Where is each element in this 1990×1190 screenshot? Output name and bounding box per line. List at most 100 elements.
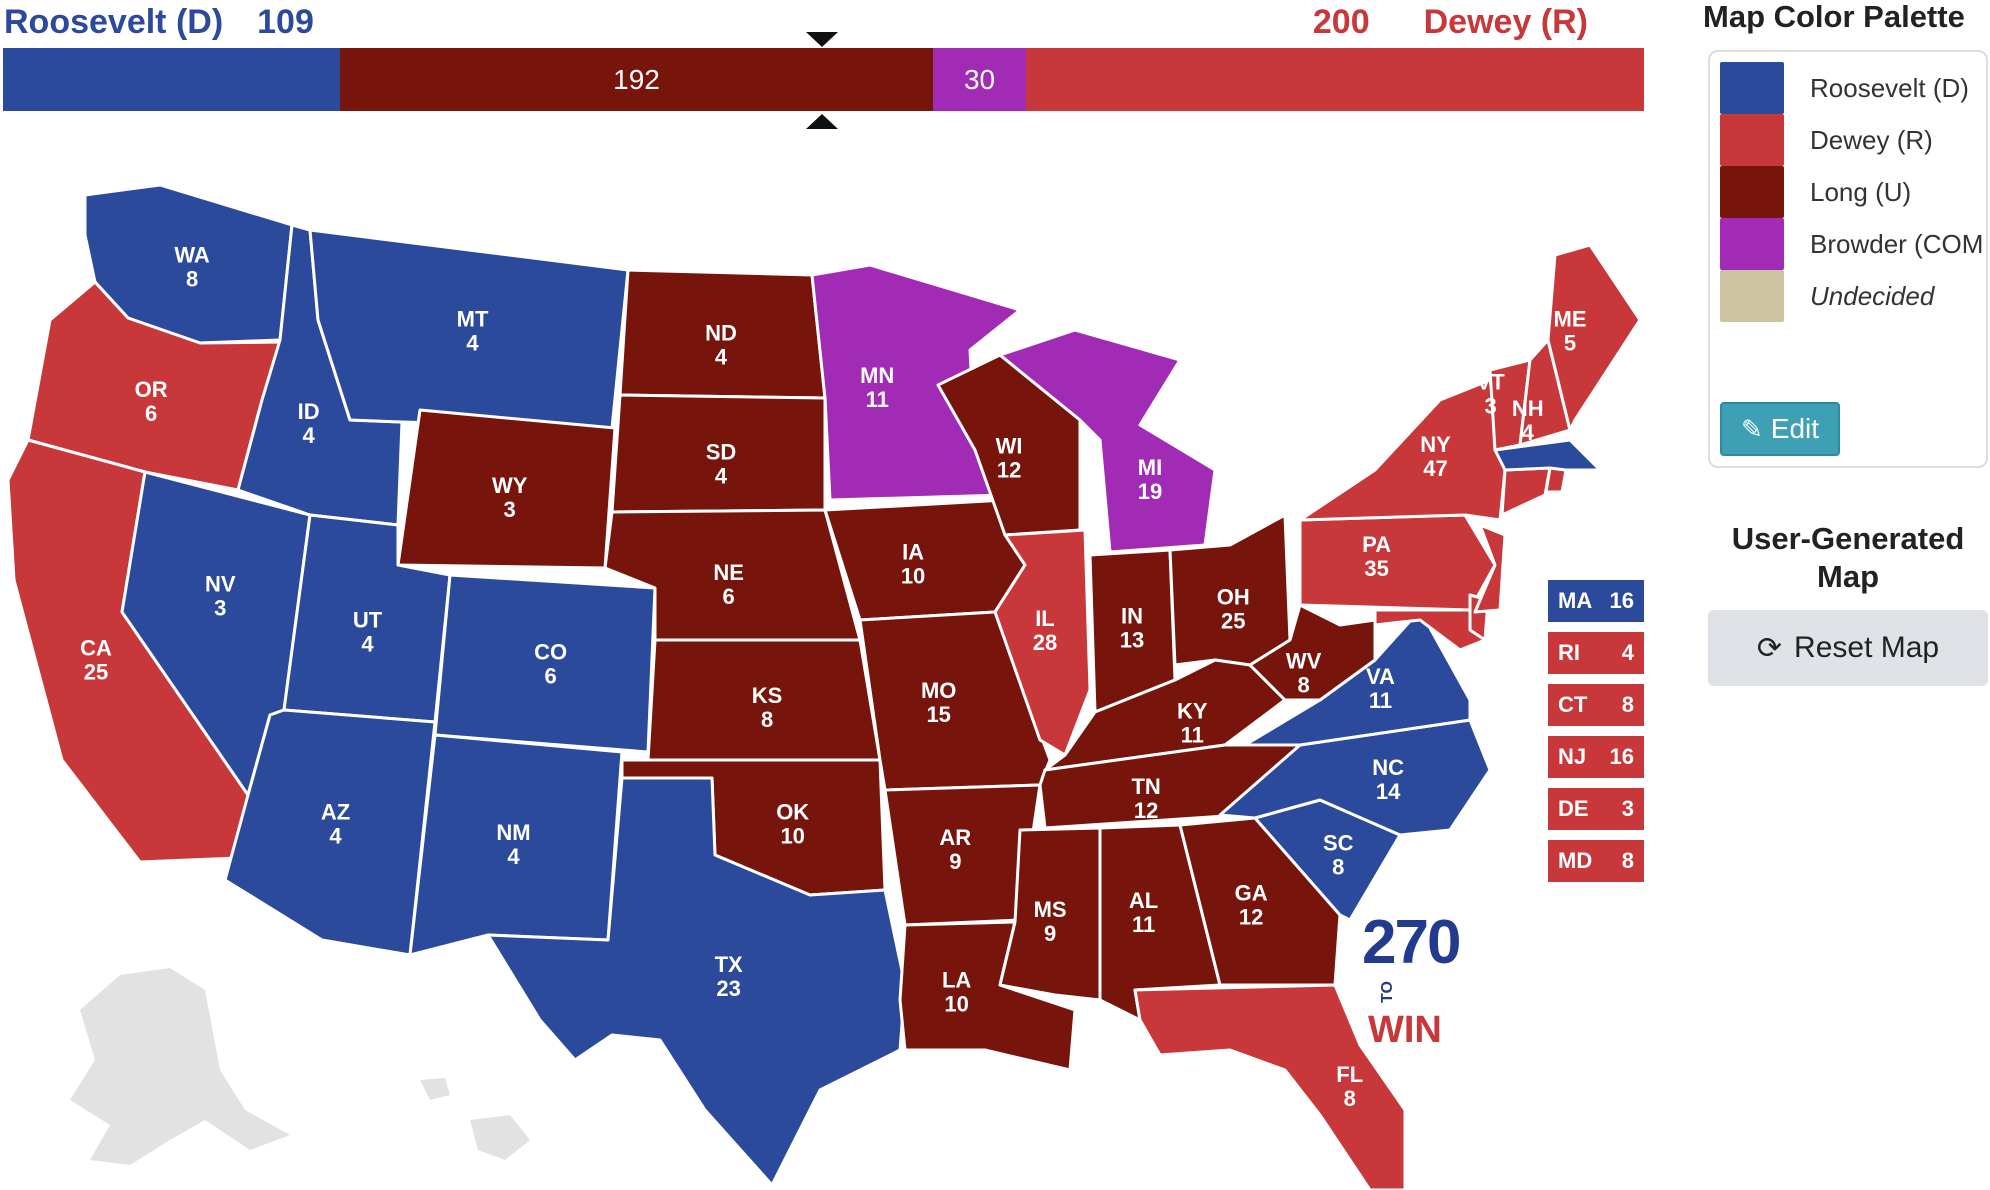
state-ev-nv: 3 [214,596,226,621]
edit-button[interactable]: ✎ Edit [1720,402,1840,456]
state-label-co: CO [534,640,567,665]
state-ev-or: 6 [145,401,157,426]
small-state-ev: 16 [1609,588,1634,613]
palette-item-undecided[interactable]: Undecided [1720,270,1934,322]
state-ev-id: 4 [302,423,315,448]
state-me[interactable] [1546,243,1642,432]
state-ev-mo: 15 [926,702,950,727]
palette-box: Roosevelt (D) Dewey (R) Long (U) Browder… [1708,50,1988,468]
palette-item-dewey[interactable]: Dewey (R) [1720,114,1933,166]
small-state-ev: 8 [1621,848,1634,873]
reset-map-button[interactable]: ⟳ Reset Map [1708,610,1988,686]
left-candidate-name: Roosevelt (D) [4,3,224,41]
small-state-abbr: CT [1558,692,1588,717]
state-label-mo: MO [921,678,956,703]
state-tx[interactable] [486,776,907,1187]
state-nj[interactable] [1473,523,1507,614]
state-il[interactable] [993,528,1092,757]
state-label-mn: MN [860,363,894,388]
palette-label-dewey: Dewey (R) [1810,124,1933,155]
state-ev-la: 10 [944,991,968,1016]
state-label-ga: GA [1235,880,1268,905]
state-label-sd: SD [706,440,737,465]
palette-swatch-roosevelt [1720,62,1784,114]
user-map-title-line2: Map [1817,559,1879,594]
small-state-ev: 8 [1621,692,1634,717]
state-ev-ms: 9 [1044,921,1056,946]
electoral-vote-bar: 192 30 [3,48,1644,111]
270towin-logo: 270 TO WIN [1362,908,1466,1051]
palette-swatch-dewey [1720,114,1784,166]
state-ev-sd: 4 [715,464,728,489]
270-marker-bottom-icon [806,114,838,129]
state-ev-sc: 8 [1332,854,1344,879]
state-ga[interactable] [1178,816,1342,987]
state-ev-ok: 10 [780,824,804,849]
state-ma[interactable] [1493,438,1602,472]
tally-segment-r [1025,48,1644,111]
state-label-or: OR [135,377,168,402]
state-label-ky: KY [1177,698,1208,723]
small-state-abbr: MD [1558,848,1593,873]
state-label-ut: UT [353,607,383,632]
state-label-nc: NC [1372,755,1404,780]
state-label-ny: NY [1420,432,1451,457]
state-label-nd: ND [705,321,737,346]
state-label-pa: PA [1362,532,1391,557]
state-ev-oh: 25 [1221,608,1245,633]
small-state-ev: 16 [1609,744,1634,769]
palette-title: Map Color Palette [1703,0,1965,34]
palette-item-long[interactable]: Long (U) [1720,166,1911,218]
state-ev-va: 11 [1369,688,1392,713]
state-mi[interactable] [998,328,1217,554]
logo-number: 270 [1362,908,1461,977]
state-label-wi: WI [996,433,1023,458]
state-label-tx: TX [715,952,743,977]
state-ev-mn: 11 [866,387,889,412]
small-state-ev: 3 [1621,796,1634,821]
reset-map-label: Reset Map [1794,631,1940,664]
user-generated-map-title: User-Generated Map [1708,520,1988,596]
small-state-ri[interactable]: RI 4 [1548,632,1644,674]
state-ev-il: 28 [1033,630,1057,655]
state-ev-ia: 10 [901,564,925,589]
state-label-in: IN [1121,604,1143,629]
palette-label-long: Long (U) [1810,176,1912,207]
tally-segment-u: 192 [339,48,934,111]
state-ct[interactable] [1500,466,1552,517]
state-ev-ny: 47 [1423,456,1447,481]
state-ev-wi: 12 [997,457,1021,482]
state-label-la: LA [942,967,971,992]
state-label-nm: NM [496,820,530,845]
state-ny[interactable] [1298,378,1507,522]
right-candidate-votes: 200 [1312,3,1370,41]
small-state-ct[interactable]: CT 8 [1548,684,1644,726]
state-ev-wv: 8 [1298,672,1310,697]
state-ia[interactable] [823,498,1027,622]
state-ev-al: 11 [1132,912,1155,937]
state-label-ar: AR [939,825,971,850]
state-ak [70,968,290,1165]
state-label-id: ID [298,399,320,424]
small-state-de[interactable]: DE 3 [1548,788,1644,830]
palette-item-browder[interactable]: Browder (COM [1720,218,1983,270]
small-state-md[interactable]: MD 8 [1548,840,1644,882]
state-label-fl: FL [1336,1062,1363,1087]
state-pa[interactable] [1298,513,1497,612]
state-ri[interactable] [1544,466,1568,494]
small-state-nj[interactable]: NJ 16 [1548,736,1644,778]
small-state-abbr: RI [1558,640,1580,665]
state-label-ia: IA [902,540,924,565]
270-marker-top-icon [806,32,838,47]
user-map-title-line1: User-Generated [1731,521,1965,556]
left-candidate-votes: 109 [257,3,314,41]
state-ev-nh: 4 [1522,420,1535,445]
small-state-ma[interactable]: MA 16 [1548,580,1644,622]
state-ev-ar: 9 [949,849,961,874]
state-fl[interactable] [1133,983,1407,1190]
palette-swatch-browder [1720,218,1784,270]
palette-item-roosevelt[interactable]: Roosevelt (D) [1720,62,1969,114]
state-label-sc: SC [1323,830,1354,855]
state-ev-mt: 4 [466,331,479,356]
